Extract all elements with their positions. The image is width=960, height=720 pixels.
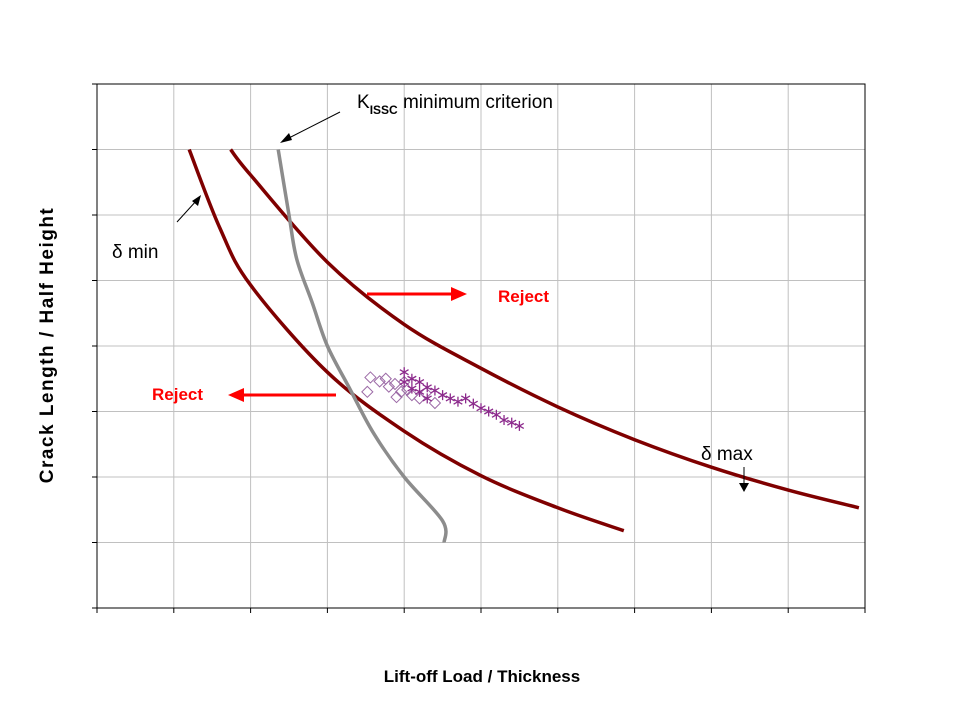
kissc-rest: minimum criterion [398,92,553,113]
asterisk-stroke [422,384,432,391]
asterisk-stroke [460,395,471,402]
scatter-point-asterisk [484,406,494,417]
asterisk-stroke [407,385,417,392]
asterisk-stroke [468,400,478,407]
scatter-point-diamond [364,371,377,384]
kissc-subscript: ISSC [370,103,398,117]
y-axis-label: Crack Length / Half Height [37,207,58,484]
scatter-point-asterisk [514,420,525,431]
scatter-point-asterisk [422,393,432,404]
scatter-point-diamond [361,385,374,399]
scatter-point-asterisk [491,409,502,420]
scatter-point-diamond [379,372,392,385]
reject-left-label: Reject [152,385,203,404]
series-line-min [187,148,625,533]
scatter-point-asterisk [399,377,409,388]
series-line-kissc-minimum-criterion [276,149,448,543]
scatter-point-asterisk [453,396,463,407]
reject-right-arrow-head [451,287,467,301]
kissc-pointer-head [280,133,292,143]
scatter-point-asterisk [414,386,425,397]
asterisk-stroke [507,419,517,426]
scatter-point-asterisk [407,373,417,384]
delta-min-label: δ min [112,242,158,263]
asterisk-stroke [430,387,440,394]
delta-min-pointer [176,199,198,223]
asterisk-stroke [453,398,463,405]
asterisk-stroke [499,416,509,424]
scatter-point-asterisk [414,377,425,388]
scatter-point-asterisk [499,415,509,426]
delta-min-pointer-head [192,195,201,206]
kissc-k: K [357,92,370,113]
scatter-point-asterisk [468,398,478,409]
scatter-point-asterisk [430,385,440,396]
asterisk-stroke [437,392,448,399]
x-axis-label: Lift-off Load / Thickness [384,667,580,686]
kissc-label: KISSC minimum criterion [357,92,553,117]
scatter-point-asterisk [407,383,417,394]
scatter-point-diamond [373,375,386,388]
asterisk-stroke [399,378,409,386]
series-layer [187,148,860,543]
asterisk-stroke [414,388,425,395]
axis-ticks [92,83,866,613]
asterisk-stroke [476,405,486,412]
scatter-point-asterisk [476,403,486,414]
scatter-layer [361,367,525,431]
series-line-max [229,148,860,510]
scatter-point-diamond [390,390,403,404]
scatter-point-asterisk [437,390,448,401]
asterisk-stroke [399,369,409,376]
scatter-point-asterisk [399,367,409,378]
annotations: KISSC minimum criterion δ min δ max Reje… [112,92,753,492]
asterisk-stroke [445,395,455,402]
scatter-point-asterisk [507,417,517,428]
delta-max-label: δ max [701,444,753,465]
reject-right-label: Reject [498,287,549,306]
scatter-point-asterisk [460,393,471,404]
delta-max-pointer-head [739,483,749,492]
scatter-point-asterisk [422,382,432,393]
reject-left-arrow-head [228,388,244,402]
asterisk-stroke [491,411,502,418]
scatter-point-diamond [428,396,442,410]
asterisk-stroke [422,395,432,402]
scatter-point-diamond [382,380,396,393]
asterisk-stroke [414,378,425,386]
asterisk-stroke [484,408,494,415]
asterisk-stroke [514,422,525,429]
scatter-point-asterisk [445,393,455,404]
asterisk-stroke [407,375,417,382]
grid [97,84,865,608]
kissc-pointer [282,111,341,142]
scatter-point-diamond [405,388,419,402]
